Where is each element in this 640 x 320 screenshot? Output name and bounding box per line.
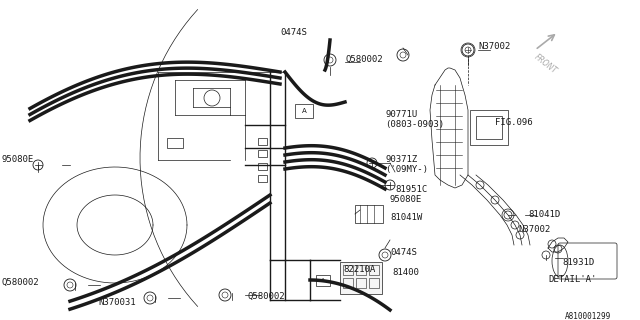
Bar <box>369 265 379 275</box>
Bar <box>258 175 267 182</box>
Text: 81400: 81400 <box>392 268 419 277</box>
Text: DETAIL'A': DETAIL'A' <box>548 275 596 284</box>
Text: A: A <box>321 277 325 283</box>
Bar <box>343 265 353 275</box>
Text: 95080E: 95080E <box>2 155 35 164</box>
Text: Q580002: Q580002 <box>345 55 383 64</box>
Bar <box>355 205 383 223</box>
Text: N37002: N37002 <box>518 225 550 234</box>
Bar <box>470 110 508 145</box>
Bar <box>167 138 183 148</box>
Text: Q580002: Q580002 <box>248 292 285 301</box>
Text: 90371Z: 90371Z <box>385 155 417 164</box>
Text: 0474S: 0474S <box>390 248 417 257</box>
Bar <box>356 265 366 275</box>
Bar <box>356 278 366 288</box>
Bar <box>295 104 313 118</box>
Text: 81931D: 81931D <box>562 258 595 267</box>
Text: A: A <box>301 108 307 114</box>
Text: FIG.096: FIG.096 <box>495 118 532 127</box>
Text: 81041D: 81041D <box>528 210 560 219</box>
Bar <box>258 150 267 157</box>
Text: N370031: N370031 <box>98 298 136 307</box>
Text: 82210A: 82210A <box>343 265 375 274</box>
Bar <box>369 278 379 288</box>
Text: 0474S: 0474S <box>280 28 307 37</box>
Bar <box>343 278 353 288</box>
Bar <box>258 163 267 170</box>
Bar <box>258 138 267 145</box>
Text: N37002: N37002 <box>478 42 510 51</box>
Text: FRONT: FRONT <box>533 52 559 75</box>
Text: 81951C: 81951C <box>395 185 428 194</box>
Bar <box>476 116 502 139</box>
Text: Q580002: Q580002 <box>2 278 40 287</box>
Text: (0803-0903): (0803-0903) <box>385 120 444 129</box>
Text: 90771U: 90771U <box>385 110 417 119</box>
Text: 81041W: 81041W <box>390 213 422 222</box>
Bar <box>340 262 382 294</box>
Text: A810001299: A810001299 <box>565 312 611 320</box>
Text: ('09MY-): ('09MY-) <box>385 165 428 174</box>
Bar <box>316 275 330 286</box>
Text: 95080E: 95080E <box>390 195 422 204</box>
